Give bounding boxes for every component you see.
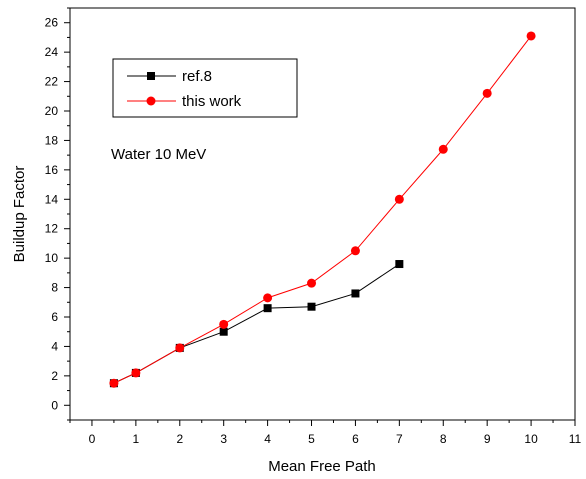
data-point-square: [351, 289, 360, 298]
legend-marker-circle: [146, 96, 156, 106]
y-tick-label: 10: [45, 251, 59, 265]
data-point-circle: [109, 378, 119, 388]
data-point-circle: [350, 246, 360, 256]
x-tick-label: 9: [484, 432, 491, 446]
y-tick-label: 18: [45, 133, 59, 147]
x-axis-ticks: 0 1 2 3 4 5 6 7 8 9 10 11: [69, 420, 582, 446]
data-point-circle: [526, 31, 536, 41]
data-point-circle: [263, 293, 273, 303]
x-tick-label: 3: [220, 432, 227, 446]
series-layer: [109, 31, 536, 388]
y-tick-label: 26: [45, 16, 59, 30]
data-point-square: [263, 304, 272, 313]
y-tick-label: 2: [51, 369, 58, 383]
x-tick-label: 5: [308, 432, 315, 446]
chart-annotation: Water 10 MeV: [111, 146, 206, 163]
data-point-square: [219, 327, 228, 336]
x-tick-label: 6: [352, 432, 359, 446]
data-point-circle: [394, 194, 404, 204]
legend-item-ref8: ref.8: [127, 68, 212, 85]
x-tick-label: 2: [176, 432, 183, 446]
data-point-circle: [175, 343, 185, 353]
data-point-square: [307, 302, 316, 311]
x-tick-label: 0: [89, 432, 96, 446]
series-line-0: [113, 263, 400, 384]
y-tick-label: 0: [51, 398, 58, 412]
y-tick-label: 14: [45, 192, 59, 206]
legend-marker-square: [147, 72, 155, 80]
data-point-circle: [482, 88, 492, 98]
legend-item-this-work: this work: [127, 93, 242, 110]
legend-box: [112, 58, 298, 118]
x-tick-label: 1: [133, 432, 140, 446]
x-axis-title: Mean Free Path: [268, 458, 376, 475]
legend-label-ref8: ref.8: [182, 68, 212, 85]
y-tick-label: 16: [45, 163, 59, 177]
y-tick-label: 24: [45, 45, 59, 59]
legend-label-this-work: this work: [182, 93, 242, 110]
x-tick-label: 8: [440, 432, 447, 446]
data-point-circle: [131, 368, 141, 378]
x-tick-label: 4: [264, 432, 271, 446]
data-point-square: [395, 260, 404, 269]
y-tick-label: 20: [45, 104, 59, 118]
y-tick-label: 8: [51, 281, 58, 295]
y-tick-label: 4: [51, 339, 58, 353]
y-tick-label: 12: [45, 222, 59, 236]
y-tick-label: 6: [51, 310, 58, 324]
x-tick-label: 7: [396, 432, 403, 446]
y-tick-label: 22: [45, 75, 59, 89]
x-tick-label: 10: [524, 432, 538, 446]
x-tick-label: 11: [569, 432, 582, 446]
data-point-circle: [219, 319, 229, 329]
y-axis-title: Buildup Factor: [11, 166, 28, 263]
data-point-circle: [438, 144, 448, 154]
data-point-circle: [307, 278, 317, 288]
